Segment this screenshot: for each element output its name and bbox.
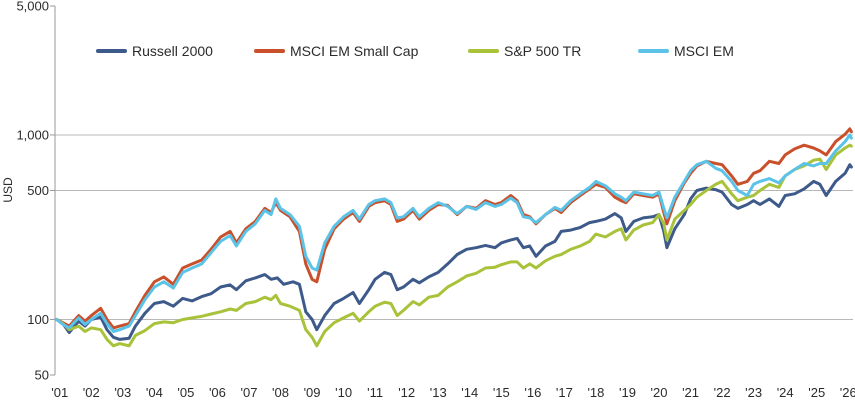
series-line-russell-2000 bbox=[55, 163, 853, 341]
x-tick-label: '01 bbox=[51, 385, 68, 400]
x-tick-label: '23 bbox=[745, 385, 762, 400]
legend-label: MSCI EM bbox=[674, 43, 734, 59]
legend-label: Russell 2000 bbox=[132, 43, 213, 59]
x-tick-label: '03 bbox=[114, 385, 131, 400]
x-tick-label: '16 bbox=[524, 385, 541, 400]
x-tick-label: '21 bbox=[682, 385, 699, 400]
x-tick-label: '26 bbox=[840, 385, 855, 400]
y-tick-label: 100 bbox=[27, 312, 49, 327]
y-tick-label: 50 bbox=[35, 368, 49, 383]
series-line-msci-em bbox=[55, 133, 853, 333]
x-tick-label: '11 bbox=[367, 385, 383, 400]
x-tick-label: '15 bbox=[493, 385, 510, 400]
x-tick-label: '25 bbox=[808, 385, 825, 400]
x-tick-label: '19 bbox=[619, 385, 636, 400]
x-tick-label: '10 bbox=[335, 385, 352, 400]
series-line-s-p-500-tr bbox=[55, 143, 853, 348]
x-tick-label: '22 bbox=[714, 385, 731, 400]
x-tick-label: '14 bbox=[461, 385, 478, 400]
y-tick-label: 1,000 bbox=[16, 127, 49, 142]
x-tick-label: '04 bbox=[146, 385, 163, 400]
x-tick-label: '05 bbox=[177, 385, 194, 400]
x-tick-label: '09 bbox=[304, 385, 321, 400]
legend-label: S&P 500 TR bbox=[504, 43, 581, 59]
x-tick-label: '07 bbox=[241, 385, 258, 400]
x-tick-label: '06 bbox=[209, 385, 226, 400]
x-tick-label: '24 bbox=[777, 385, 794, 400]
gridlines bbox=[55, 134, 853, 320]
legend-label: MSCI EM Small Cap bbox=[290, 43, 419, 59]
series-line-msci-em-small-cap bbox=[55, 127, 853, 330]
x-tick-label: '13 bbox=[430, 385, 447, 400]
x-tick-label: '02 bbox=[83, 385, 100, 400]
x-tick-label: '20 bbox=[651, 385, 668, 400]
legend: Russell 2000 MSCI EM Small Cap S&P 500 TR M… bbox=[96, 43, 734, 59]
x-tick-label: '17 bbox=[556, 385, 573, 400]
x-axis-ticks: '01 '02 '03 '04 '05 '06 '07 '08 '09 '10 '11 '12 '13 '… bbox=[51, 385, 855, 400]
x-tick-label: '18 bbox=[587, 385, 604, 400]
y-tick-label: 500 bbox=[27, 183, 49, 198]
x-tick-label: '08 bbox=[272, 385, 289, 400]
y-axis-label: USD bbox=[1, 177, 15, 203]
series-lines bbox=[55, 127, 853, 348]
x-tick-label: '12 bbox=[398, 385, 415, 400]
y-axis-ticks: 50 100 500 1,000 5,000 bbox=[16, 0, 55, 383]
y-tick-label: 5,000 bbox=[16, 0, 49, 14]
